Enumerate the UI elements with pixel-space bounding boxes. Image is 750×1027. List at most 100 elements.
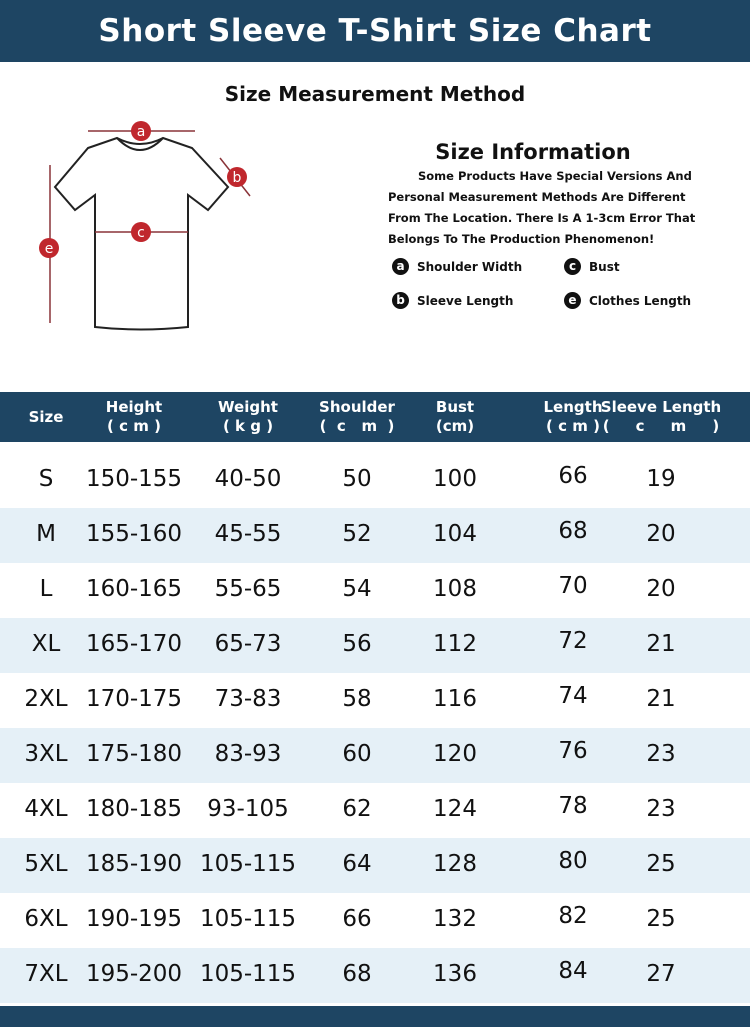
legend-item: c Bust — [564, 258, 620, 275]
table-cell: 195-200 — [85, 961, 183, 987]
table-cell: 74 — [558, 683, 588, 709]
table-cell: 20 — [646, 521, 676, 547]
legend-label: Shoulder Width — [417, 259, 523, 274]
info-title: Size Information — [435, 140, 631, 164]
table-cell: 50 — [342, 466, 372, 492]
table-row: M 155-160 45-55 52 104 68 20 — [0, 508, 750, 563]
tshirt-diagram: a b c e — [39, 121, 251, 331]
table-cell: 66 — [558, 463, 588, 489]
column-header: Bust (cm) — [435, 398, 475, 435]
marker-c-icon: c — [564, 258, 581, 275]
table-cell: 105-115 — [199, 906, 297, 932]
table-cell: 25 — [646, 851, 676, 877]
table-cell: 58 — [342, 686, 372, 712]
table-cell: 175-180 — [85, 741, 183, 767]
table-cell: 112 — [433, 631, 477, 657]
table-row: 4XL 180-185 93-105 62 124 78 23 — [0, 783, 750, 838]
column-header: Size — [28, 408, 64, 426]
table-cell: 108 — [433, 576, 477, 602]
table-row: 7XL 195-200 105-115 68 136 84 27 — [0, 948, 750, 1003]
table-cell: XL — [31, 631, 61, 657]
table-cell: 136 — [433, 961, 477, 987]
size-information: Size Information Some Products Have Spec… — [388, 140, 698, 250]
table-cell: 64 — [342, 851, 372, 877]
table-header: Size Height ( c m ) Weight ( k g ) Shoulder… — [0, 392, 750, 442]
legend-label: Bust — [589, 259, 620, 274]
table-cell: 6XL — [24, 906, 68, 932]
table-cell: S — [38, 466, 54, 492]
svg-text:c: c — [137, 225, 145, 241]
table-cell: M — [36, 521, 56, 547]
table-cell: 54 — [342, 576, 372, 602]
marker-e-icon: e — [39, 238, 59, 258]
table-cell: 73-83 — [214, 686, 282, 712]
table-cell: 19 — [646, 466, 676, 492]
table-row: S 150-155 40-50 50 100 66 19 — [0, 453, 750, 508]
table-cell: 185-190 — [85, 851, 183, 877]
table-cell: 56 — [342, 631, 372, 657]
table-cell: 165-170 — [85, 631, 183, 657]
table-row: 6XL 190-195 105-115 66 132 82 25 — [0, 893, 750, 948]
table-cell: 21 — [646, 686, 676, 712]
table-cell: 155-160 — [85, 521, 183, 547]
table-cell: 104 — [433, 521, 477, 547]
table-cell: 27 — [646, 961, 676, 987]
table-cell: 40-50 — [214, 466, 282, 492]
legend-item: e Clothes Length — [564, 292, 691, 309]
svg-text:a: a — [137, 124, 146, 140]
marker-b-icon: b — [227, 167, 247, 187]
table-cell: 52 — [342, 521, 372, 547]
table-cell: 21 — [646, 631, 676, 657]
table-cell: L — [39, 576, 53, 602]
table-cell: 78 — [558, 793, 588, 819]
legend-item: a Shoulder Width — [392, 258, 522, 275]
table-cell: 76 — [558, 738, 588, 764]
table-cell: 25 — [646, 906, 676, 932]
table-cell: 68 — [558, 518, 588, 544]
table-row: 3XL 175-180 83-93 60 120 76 23 — [0, 728, 750, 783]
marker-c-icon: c — [131, 222, 151, 242]
table-cell: 7XL — [24, 961, 68, 987]
table-cell: 116 — [433, 686, 477, 712]
table-cell: 180-185 — [85, 796, 183, 822]
table-cell: 66 — [342, 906, 372, 932]
svg-text:b: b — [233, 170, 242, 186]
marker-a-icon: a — [131, 121, 151, 141]
table-cell: 93-105 — [207, 796, 289, 822]
table-cell: 45-55 — [214, 521, 282, 547]
method-title: Size Measurement Method — [224, 82, 526, 106]
table-cell: 65-73 — [214, 631, 282, 657]
table-cell: 83-93 — [214, 741, 282, 767]
table-cell: 62 — [342, 796, 372, 822]
table-cell: 23 — [646, 741, 676, 767]
table-row: L 160-165 55-65 54 108 70 20 — [0, 563, 750, 618]
table-cell: 55-65 — [214, 576, 282, 602]
table-cell: 68 — [342, 961, 372, 987]
column-header: Length ( c m ) — [543, 398, 603, 435]
column-header: Height ( c m ) — [105, 398, 163, 435]
table-cell: 105-115 — [199, 961, 297, 987]
table-cell: 5XL — [24, 851, 68, 877]
table-cell: 80 — [558, 848, 588, 874]
svg-text:e: e — [45, 241, 54, 257]
table-cell: 3XL — [24, 741, 68, 767]
column-header: Sleeve Length ( c m ) — [600, 398, 722, 435]
table-cell: 23 — [646, 796, 676, 822]
table-cell: 2XL — [24, 686, 68, 712]
table-row: 5XL 185-190 105-115 64 128 80 25 — [0, 838, 750, 893]
table-row: XL 165-170 65-73 56 112 72 21 — [0, 618, 750, 673]
footer-band — [0, 1006, 750, 1027]
table-cell: 100 — [433, 466, 477, 492]
table-cell: 132 — [433, 906, 477, 932]
legend-item: b Sleeve Length — [392, 292, 513, 309]
table-row: 2XL 170-175 73-83 58 116 74 21 — [0, 673, 750, 728]
info-text: Some Products Have Special Versions And … — [388, 169, 696, 246]
table-cell: 170-175 — [85, 686, 183, 712]
marker-a-icon: a — [392, 258, 409, 275]
table-cell: 105-115 — [199, 851, 297, 877]
table-cell: 4XL — [24, 796, 68, 822]
marker-b-icon: b — [392, 292, 409, 309]
table-cell: 84 — [558, 958, 588, 984]
column-header: Weight ( k g ) — [218, 398, 278, 435]
table-cell: 190-195 — [85, 906, 183, 932]
